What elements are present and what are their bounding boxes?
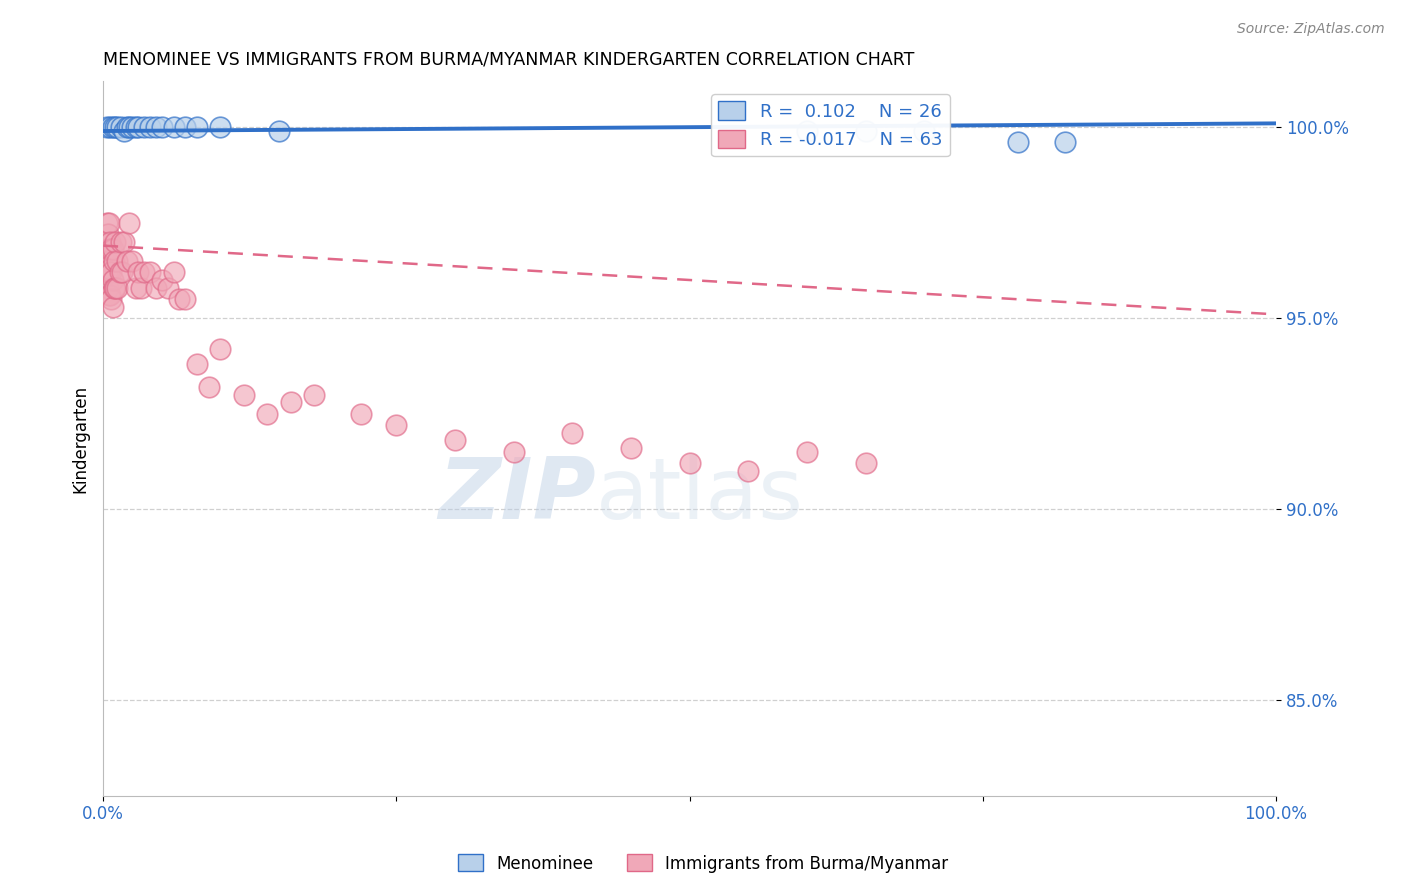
Point: [105, 280, 128, 294]
Point: [1007, 136, 1029, 150]
Point: [98, 243, 121, 257]
Point: [145, 120, 167, 135]
Point: [94, 235, 117, 249]
Point: [100, 292, 122, 306]
Point: [96, 243, 118, 257]
Point: [108, 265, 131, 279]
Point: [280, 395, 302, 409]
Legend: Menominee, Immigrants from Burma/Myanmar: Menominee, Immigrants from Burma/Myanmar: [451, 847, 955, 880]
Point: [110, 120, 132, 135]
Point: [110, 235, 132, 249]
Point: [104, 120, 127, 135]
Point: [186, 357, 208, 371]
Point: [150, 273, 173, 287]
Point: [855, 124, 877, 138]
Point: [1053, 136, 1076, 150]
Point: [209, 342, 232, 356]
Point: [115, 120, 138, 135]
Point: [98, 235, 121, 249]
Point: [209, 120, 232, 135]
Point: [97, 280, 120, 294]
Text: MENOMINEE VS IMMIGRANTS FROM BURMA/MYANMAR KINDERGARTEN CORRELATION CHART: MENOMINEE VS IMMIGRANTS FROM BURMA/MYANM…: [103, 51, 914, 69]
Point: [855, 456, 877, 470]
Point: [103, 253, 125, 268]
Point: [127, 120, 149, 135]
Point: [796, 124, 818, 138]
Point: [385, 418, 408, 433]
Point: [186, 120, 208, 135]
Point: [111, 265, 134, 279]
Point: [125, 120, 148, 135]
Text: ZIP: ZIP: [439, 454, 596, 537]
Point: [118, 216, 141, 230]
Point: [620, 441, 643, 455]
Point: [96, 216, 118, 230]
Point: [444, 434, 467, 448]
Point: [93, 235, 115, 249]
Point: [101, 243, 124, 257]
Point: [150, 120, 173, 135]
Point: [105, 253, 128, 268]
Point: [162, 265, 184, 279]
Point: [98, 288, 121, 302]
Point: [134, 265, 156, 279]
Point: [737, 464, 759, 478]
Point: [104, 235, 127, 249]
Text: atlas: atlas: [596, 454, 804, 537]
Point: [101, 273, 124, 287]
Point: [96, 120, 118, 135]
Point: [100, 243, 122, 257]
Point: [139, 120, 162, 135]
Point: [97, 227, 120, 242]
Point: [101, 120, 124, 135]
Point: [112, 235, 135, 249]
Point: [98, 120, 121, 135]
Point: [174, 120, 197, 135]
Point: [104, 280, 127, 294]
Point: [139, 265, 162, 279]
Point: [98, 288, 121, 302]
Point: [97, 253, 120, 268]
Y-axis label: Kindergarten: Kindergarten: [72, 384, 89, 492]
Point: [912, 124, 935, 138]
Point: [197, 380, 219, 394]
Point: [121, 253, 143, 268]
Point: [134, 120, 156, 135]
Point: [561, 425, 583, 440]
Text: Source: ZipAtlas.com: Source: ZipAtlas.com: [1237, 22, 1385, 37]
Point: [678, 456, 700, 470]
Point: [502, 445, 524, 459]
Point: [98, 216, 121, 230]
Point: [267, 124, 290, 138]
Point: [304, 387, 326, 401]
Point: [94, 253, 117, 268]
Legend: R =  0.102    N = 26, R = -0.017    N = 63: R = 0.102 N = 26, R = -0.017 N = 63: [711, 94, 949, 156]
Point: [112, 124, 135, 138]
Point: [145, 280, 167, 294]
Point: [256, 407, 278, 421]
Point: [162, 120, 184, 135]
Point: [100, 265, 122, 279]
Point: [98, 265, 121, 279]
Point: [118, 120, 141, 135]
Point: [105, 120, 128, 135]
Point: [127, 265, 149, 279]
Point: [129, 280, 152, 294]
Point: [156, 280, 179, 294]
Point: [174, 292, 197, 306]
Point: [169, 292, 191, 306]
Point: [98, 261, 121, 276]
Point: [796, 445, 818, 459]
Point: [350, 407, 373, 421]
Point: [232, 387, 254, 401]
Point: [103, 280, 125, 294]
Point: [125, 280, 148, 294]
Point: [101, 300, 124, 314]
Point: [96, 265, 118, 279]
Point: [115, 253, 138, 268]
Point: [121, 120, 143, 135]
